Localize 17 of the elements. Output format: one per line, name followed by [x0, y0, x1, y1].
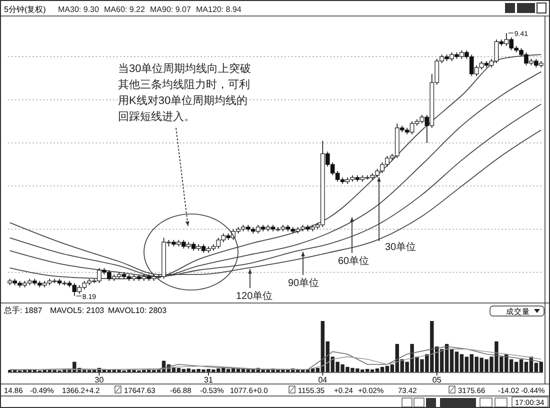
text: MA90: 9.07 [150, 5, 192, 14]
annotation: 30单位 [385, 241, 416, 253]
chart-title: 5分钟(复权) [4, 5, 46, 14]
x-tick-label: 31 [204, 376, 214, 384]
text: MAVOL5: 2103 [50, 306, 105, 315]
text: MA120: 8.94 [196, 5, 242, 14]
annotation: 120单位 [236, 290, 273, 302]
text: MA30: 9.30 [58, 5, 100, 14]
x-tick-label: 05 [432, 376, 442, 384]
chart-title: 总手: 1887 [3, 306, 43, 315]
text: MAVOL10: 2803 [108, 306, 168, 315]
annotation: 90单位 [288, 277, 320, 289]
x-tick-label: 30 [94, 376, 104, 384]
x-tick-label: 04 [318, 376, 328, 384]
annotation: 当30单位周期均线向上突破其他三条均线阻力时，可利用K线对30单位周期均线的回踩短线进入。 [118, 62, 252, 123]
text: MA60: 9.22 [104, 5, 146, 14]
annotation: 60单位 [338, 255, 370, 267]
